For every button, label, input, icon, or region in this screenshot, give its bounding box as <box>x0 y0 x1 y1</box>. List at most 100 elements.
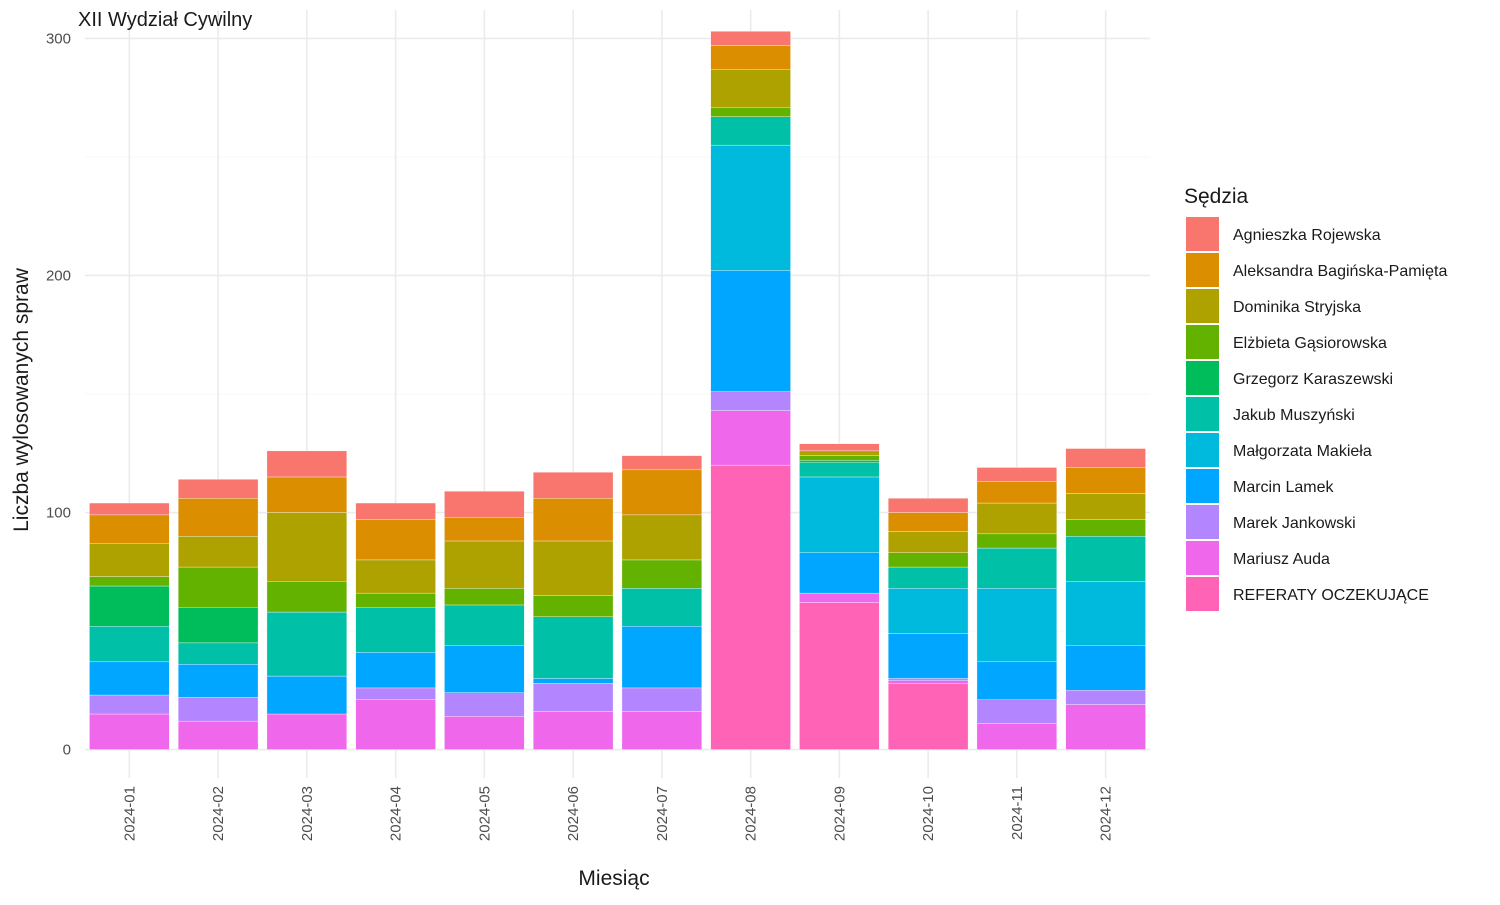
bars <box>89 31 1146 750</box>
bar-segment <box>888 680 969 684</box>
bar-segment <box>976 502 1057 535</box>
bar-segment <box>444 540 525 589</box>
bar-segment <box>799 476 880 553</box>
x-tick-label: 2024-02 <box>210 786 227 841</box>
bar-segment <box>178 697 259 722</box>
bar-segment <box>710 69 791 108</box>
bar-segment <box>799 443 880 452</box>
bar-segment <box>355 687 436 700</box>
bar-segment <box>533 616 614 679</box>
bar-segment <box>178 607 259 644</box>
bar-segment <box>888 498 969 513</box>
bar-segment <box>533 595 614 617</box>
bar-segment <box>533 683 614 712</box>
legend-swatch <box>1186 469 1219 503</box>
bar-segment <box>266 450 347 478</box>
bar-segment <box>710 116 791 146</box>
legend-item: Grzegorz Karaszewski <box>1186 361 1393 395</box>
legend-label: Elżbieta Gąsiorowska <box>1233 335 1387 352</box>
bar-segment <box>266 675 347 715</box>
bar-segment <box>266 476 347 513</box>
legend-label: Jakub Muszyński <box>1233 407 1355 424</box>
legend-title: Sędzia <box>1184 185 1249 208</box>
bar-segment <box>178 479 259 499</box>
bar-segment <box>976 588 1057 663</box>
bar-segment <box>444 692 525 717</box>
bar-segment <box>888 566 969 589</box>
bar-segment <box>89 694 170 715</box>
bar-segment <box>710 391 791 411</box>
x-tick-labels: 2024-01 2024-02 2024-03 2024-04 2024-05 2024-… <box>121 786 1114 841</box>
legend-label: Aleksandra Bagińska-Pamięta <box>1233 263 1447 280</box>
bar-segment <box>710 464 791 750</box>
bar-segment <box>178 642 259 665</box>
bar-segment <box>621 711 702 750</box>
legend-label: Grzegorz Karaszewski <box>1233 371 1393 388</box>
legend: Sędzia Agnieszka Rojewska Aleksandra Bagi… <box>1184 185 1447 611</box>
x-axis-label: Miesiąc <box>578 867 649 890</box>
bar-segment <box>710 144 791 271</box>
legend-label: Dominika Stryjska <box>1233 299 1361 316</box>
legend-label: Małgorzata Makieła <box>1233 443 1372 460</box>
y-tick-label: 100 <box>46 505 71 522</box>
bar-segment <box>621 559 702 589</box>
bar-segment <box>1065 493 1146 520</box>
bar-segment <box>1065 690 1146 705</box>
legend-item: Aleksandra Bagińska-Pamięta <box>1186 253 1447 287</box>
legend-item: Marcin Lamek <box>1186 469 1334 503</box>
bar-segment <box>621 687 702 712</box>
bar-segment <box>178 498 259 537</box>
bar-segment <box>355 592 436 608</box>
bar-segment <box>888 683 969 750</box>
legend-item: Jakub Muszyński <box>1186 397 1355 431</box>
bar-segment <box>799 592 880 603</box>
x-tick-label: 2024-11 <box>1009 786 1026 840</box>
legend-item: Małgorzata Makieła <box>1186 433 1372 467</box>
bar-segment <box>1065 467 1146 494</box>
legend-swatch <box>1186 397 1219 431</box>
bar-segment <box>444 716 525 750</box>
legend-item: Agnieszka Rojewska <box>1186 217 1381 251</box>
bar-segment <box>710 410 791 466</box>
bar-segment <box>888 552 969 568</box>
bar-segment <box>444 588 525 606</box>
bar-segment <box>976 533 1057 549</box>
legend-label: Agnieszka Rojewska <box>1233 227 1381 244</box>
bar-segment <box>888 678 969 681</box>
bar-segment <box>89 514 170 544</box>
bar-segment <box>799 462 880 478</box>
bar-segment <box>355 502 436 520</box>
bar-segment <box>888 531 969 553</box>
bar-segment <box>710 45 791 70</box>
legend-swatch <box>1186 361 1219 395</box>
legend-swatch <box>1186 505 1219 539</box>
legend-label: Marcin Lamek <box>1233 479 1334 496</box>
y-tick-label: 0 <box>63 742 71 759</box>
y-tick-labels: 0 100 200 300 <box>46 30 71 758</box>
y-axis-label: Liczba wylosowanych spraw <box>10 267 33 532</box>
x-tick-label: 2024-09 <box>831 786 848 841</box>
bar-segment <box>89 661 170 696</box>
legend-swatch <box>1186 325 1219 359</box>
bar-segment <box>266 581 347 613</box>
bar-segment <box>444 645 525 693</box>
bar-segment <box>710 107 791 117</box>
bar-segment <box>355 607 436 653</box>
legend-swatch <box>1186 433 1219 467</box>
bar-segment <box>355 652 436 689</box>
bar-segment <box>444 517 525 542</box>
bar-segment <box>976 467 1057 482</box>
bar-segment <box>533 540 614 596</box>
bar-segment <box>266 713 347 750</box>
bar-segment <box>89 713 170 750</box>
x-tick-label: 2024-06 <box>565 786 582 841</box>
legend-item: REFERATY OCZEKUJĄCE <box>1186 577 1429 611</box>
bar-segment <box>888 588 969 634</box>
bar-segment <box>976 699 1057 724</box>
bar-segment <box>799 460 880 463</box>
bar-segment <box>888 512 969 532</box>
bar-segment <box>178 566 259 608</box>
bar-segment <box>89 502 170 516</box>
bar-segment <box>1065 536 1146 582</box>
